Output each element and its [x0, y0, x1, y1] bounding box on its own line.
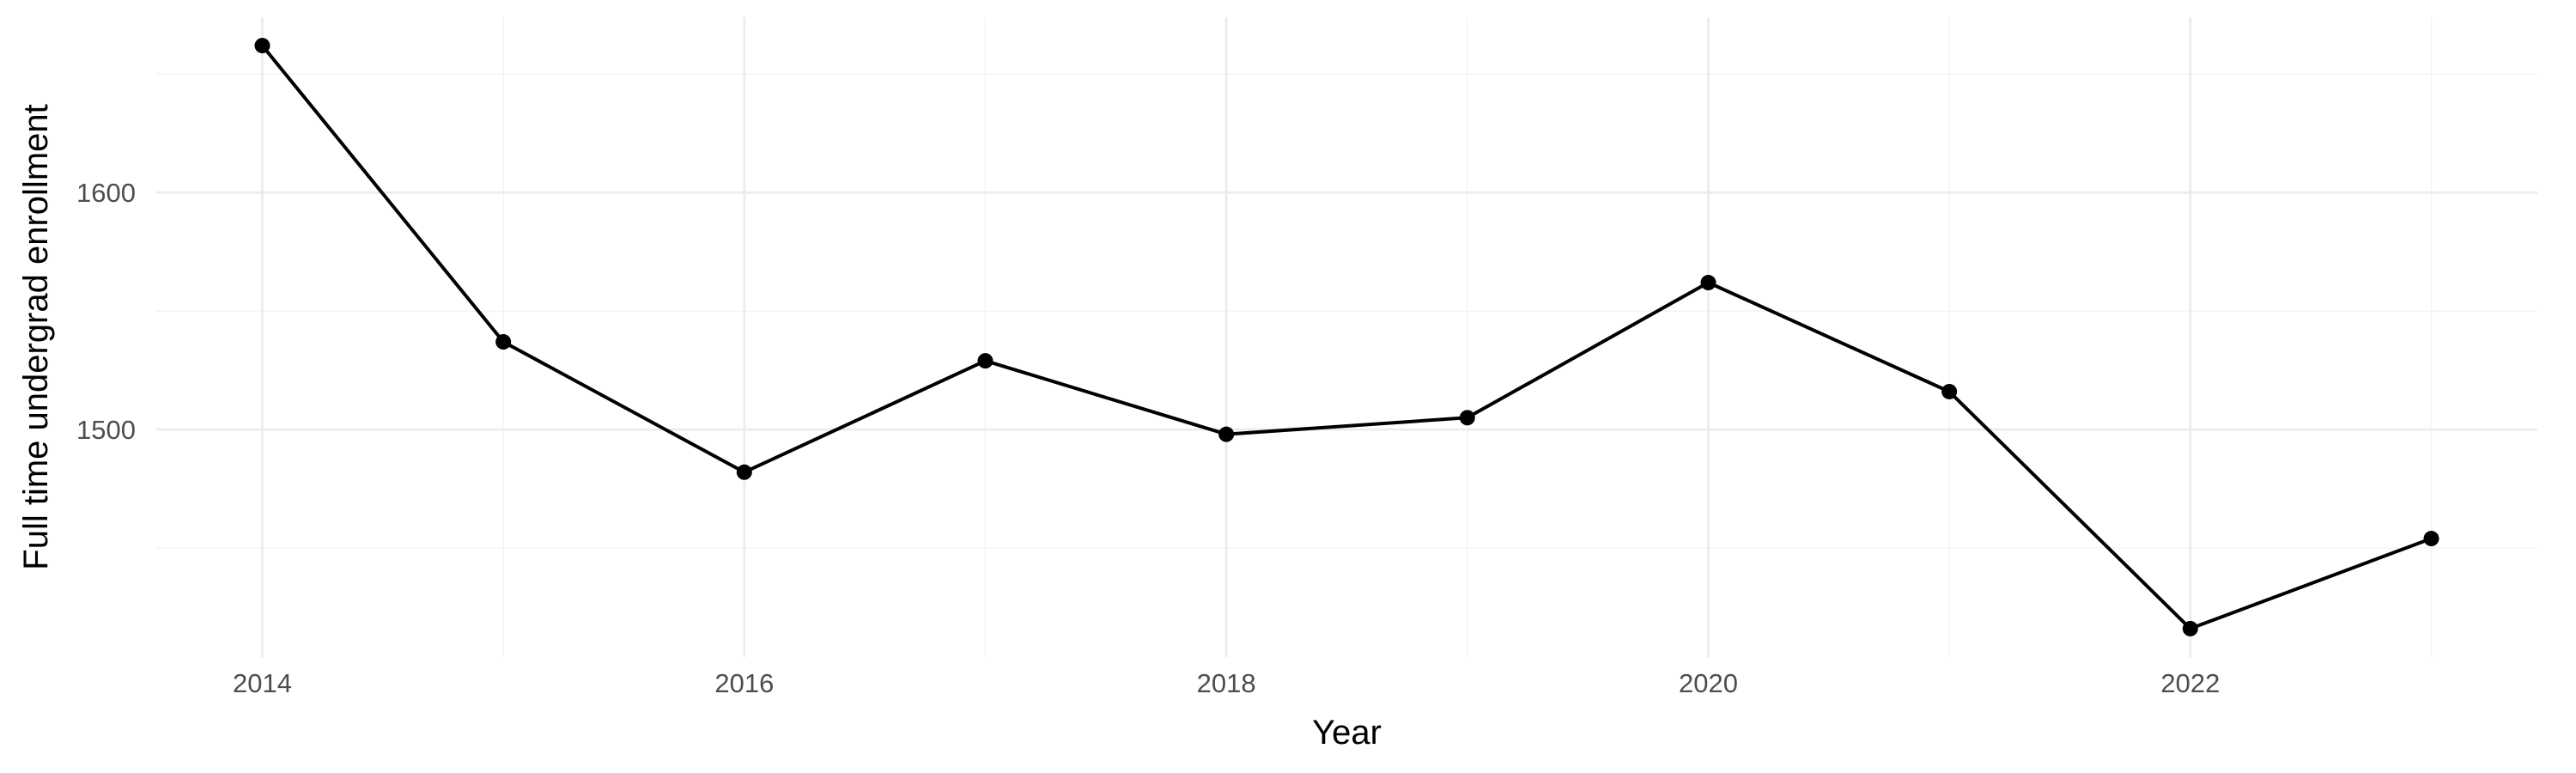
x-tick-label: 2016	[714, 668, 774, 698]
x-tick-label: 2022	[2160, 668, 2220, 698]
y-tick-label: 1600	[76, 178, 136, 208]
x-axis-title: Year	[1312, 714, 1382, 752]
data-point	[1941, 383, 1958, 399]
x-tick-label: 2020	[1679, 668, 1738, 698]
series-layer	[254, 38, 2439, 636]
data-point	[2423, 531, 2439, 547]
data-point	[254, 38, 270, 54]
data-point	[495, 334, 512, 350]
data-point	[1700, 275, 1716, 291]
x-tick-label: 2018	[1197, 668, 1256, 698]
gridlines	[156, 17, 2537, 657]
data-point	[736, 464, 752, 480]
data-point	[1459, 410, 1475, 426]
data-point	[977, 353, 993, 369]
x-tick-label: 2014	[233, 668, 292, 698]
y-axis-title: Full time undergrad enrollment	[17, 104, 55, 569]
data-point	[2182, 620, 2198, 636]
y-tick-label: 1500	[76, 415, 136, 445]
axis-tick-labels: 2014 2016 2018 2020 2022 1500 1600	[76, 178, 2220, 698]
series-line	[260, 44, 2433, 630]
data-point	[1218, 426, 1235, 442]
